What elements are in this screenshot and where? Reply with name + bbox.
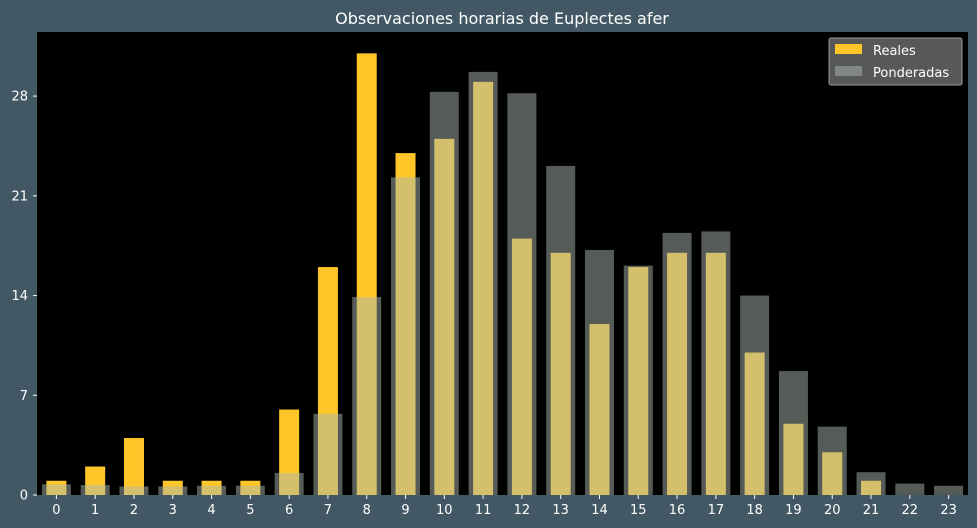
x-tick-label: 16 (669, 503, 686, 518)
legend-box (828, 37, 963, 86)
bar-ponderadas-11 (468, 71, 498, 496)
x-tick-label: 17 (708, 503, 725, 518)
bar-ponderadas-6 (274, 472, 304, 495)
x-tick-label: 14 (591, 503, 608, 518)
x-tick-label: 8 (363, 503, 371, 518)
x-tick-label: 22 (902, 503, 919, 518)
bars-layer (41, 53, 964, 496)
x-tick-label: 7 (324, 503, 332, 518)
bar-ponderadas-5 (235, 485, 265, 495)
bar-ponderadas-7 (313, 413, 343, 495)
plot-area (37, 32, 968, 495)
bar-ponderadas-4 (197, 485, 227, 495)
bar-ponderadas-13 (546, 165, 576, 495)
chart-title: Observaciones horarias de Euplectes afer (335, 9, 669, 28)
bar-ponderadas-14 (584, 249, 614, 495)
bar-ponderadas-15 (623, 265, 653, 495)
y-tick-label: 21 (11, 189, 28, 204)
bar-ponderadas-19 (778, 371, 808, 495)
bar-ponderadas-0 (41, 484, 71, 495)
x-tick-label: 11 (475, 503, 492, 518)
legend-swatch-ponderadas (835, 66, 862, 76)
bar-ponderadas-9 (391, 177, 421, 495)
x-tick-label: 3 (169, 503, 177, 518)
legend: Reales Ponderadas (828, 37, 963, 86)
y-tick-label: 28 (11, 90, 28, 105)
y-tick-label: 0 (20, 489, 28, 504)
x-tick-label: 18 (746, 503, 763, 518)
bar-ponderadas-23 (934, 485, 964, 495)
bar-ponderadas-18 (740, 295, 770, 495)
legend-label-reales: Reales (873, 44, 916, 59)
x-tick-label: 5 (246, 503, 254, 518)
bar-ponderadas-2 (119, 486, 149, 495)
bar-ponderadas-21 (856, 472, 886, 495)
bar-ponderadas-16 (662, 232, 692, 495)
legend-swatch-reales (835, 44, 862, 54)
bar-ponderadas-17 (701, 231, 731, 495)
bar-ponderadas-8 (352, 296, 382, 495)
x-tick-label: 13 (552, 503, 569, 518)
legend-label-ponderadas: Ponderadas (873, 66, 949, 81)
x-tick-label: 4 (207, 503, 215, 518)
x-tick-label: 1 (91, 503, 99, 518)
y-tick-label: 14 (11, 289, 28, 304)
bar-ponderadas-10 (429, 91, 459, 495)
bar-ponderadas-12 (507, 93, 537, 496)
bar-ponderadas-20 (817, 426, 847, 495)
x-tick-label: 15 (630, 503, 647, 518)
x-tick-label: 0 (52, 503, 60, 518)
x-tick-label: 20 (824, 503, 841, 518)
x-tick-label: 19 (785, 503, 802, 518)
bar-reales-2 (123, 438, 144, 495)
x-tick-label: 21 (863, 503, 880, 518)
x-tick-label: 2 (130, 503, 138, 518)
x-tick-label: 9 (401, 503, 409, 518)
y-tick-label: 7 (20, 389, 28, 404)
bar-ponderadas-3 (158, 486, 188, 495)
bar-ponderadas-1 (80, 485, 110, 495)
y-axis: 0 7 14 21 28 (11, 90, 37, 504)
x-axis: 0 1 2 3 4 5 6 7 8 9 10 11 12 13 14 15 16 17 18 19 20 21 22 23 (52, 495, 957, 518)
bar-ponderadas-22 (895, 483, 925, 495)
x-tick-label: 23 (940, 503, 957, 518)
x-tick-label: 10 (436, 503, 453, 518)
x-tick-label: 12 (514, 503, 531, 518)
x-tick-label: 6 (285, 503, 293, 518)
